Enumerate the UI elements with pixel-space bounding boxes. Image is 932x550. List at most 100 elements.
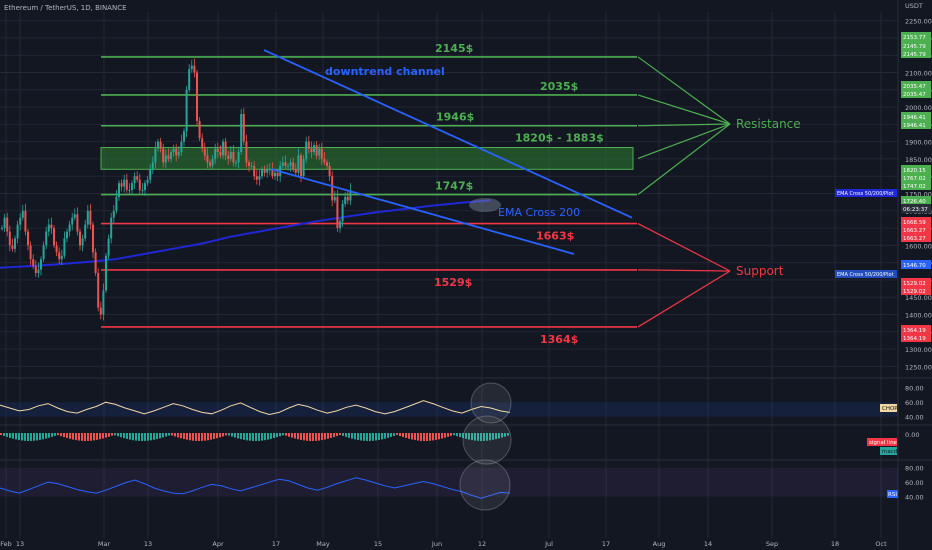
- macd-histogram-bar: [24, 433, 26, 441]
- price-badge-resistance: [901, 49, 931, 58]
- macd-histogram-bar: [117, 433, 119, 437]
- y-tick-label: 1450.00: [905, 294, 932, 302]
- price-badge-support: [901, 333, 931, 342]
- macd-histogram-bar: [480, 433, 482, 441]
- macd-histogram-bar: [0, 433, 2, 435]
- rsi-line: [0, 477, 511, 499]
- candle-body: [66, 231, 68, 239]
- macd-histogram-bar: [174, 433, 176, 437]
- macd-histogram-bar: [198, 433, 200, 441]
- macd-histogram-bar: [381, 433, 383, 440]
- candle-body: [141, 190, 144, 192]
- resistance-label: 2145$: [435, 42, 473, 55]
- macd-histogram-bar: [504, 433, 506, 437]
- macd-histogram-bar: [81, 433, 83, 441]
- candle-body: [16, 224, 19, 239]
- candle-body: [55, 245, 58, 253]
- candle-body: [21, 210, 24, 218]
- candle-body: [281, 162, 284, 166]
- macd-histogram-bar: [282, 433, 284, 436]
- x-tick-label: 18: [831, 540, 839, 548]
- macd-histogram-bar: [258, 433, 260, 441]
- candle-body: [240, 113, 243, 153]
- candle-body: [219, 152, 222, 156]
- candle-body: [300, 155, 302, 177]
- macd-histogram-bar: [384, 433, 386, 439]
- macd-histogram-bar: [240, 433, 242, 440]
- price-badge-support-text: 1663.27: [903, 228, 926, 234]
- candle-body: [154, 148, 157, 163]
- candle-body: [40, 259, 42, 270]
- candle-body: [190, 65, 193, 70]
- resistance-arrow: [637, 123, 731, 127]
- y-tick-label: 1250.00: [905, 363, 932, 371]
- macd-histogram-bar: [306, 433, 308, 441]
- candle-body: [305, 141, 308, 159]
- macd-histogram-bar: [501, 433, 503, 438]
- macd-histogram-bar: [141, 433, 143, 441]
- price-badge-support: [901, 325, 931, 334]
- rsi-tick-label: 80.00: [905, 465, 924, 473]
- macd-histogram-bar: [489, 433, 491, 441]
- macd-histogram-bar: [66, 433, 68, 439]
- macd-tick-label: 0.00: [905, 431, 919, 439]
- price-badge-resistance-text: 1946.41: [903, 123, 926, 129]
- candle-body: [211, 158, 214, 166]
- resistance-label: 1946$: [436, 111, 474, 124]
- candle-body: [253, 165, 256, 177]
- candle-body: [1, 228, 3, 230]
- macd-histogram-bar: [444, 433, 446, 438]
- candle-body: [157, 141, 159, 149]
- candle-body: [128, 190, 131, 192]
- x-tick-label: May: [316, 540, 330, 548]
- macd-histogram-bar: [159, 433, 161, 439]
- macd-histogram-bar: [9, 433, 11, 438]
- price-badge-support: [901, 225, 931, 234]
- chop-tag: [880, 404, 897, 412]
- macd-histogram-bar: [135, 433, 137, 441]
- macd-highlight: [462, 415, 512, 465]
- macd-histogram-bar: [300, 433, 302, 440]
- candle-body: [79, 231, 81, 246]
- resistance-label: 2035$: [540, 80, 578, 93]
- candle-body: [68, 224, 71, 232]
- macd-histogram-bar: [27, 433, 29, 441]
- macd-histogram-bar: [168, 433, 170, 436]
- macd-histogram-bar: [204, 433, 206, 441]
- y-tick-label: 1600.00: [905, 242, 932, 250]
- macd-histogram-bar: [411, 433, 413, 440]
- macd-histogram-bar: [468, 433, 470, 440]
- price-badge-resistance-text: 2035.47: [903, 92, 926, 98]
- macd-histogram-bar: [192, 433, 194, 441]
- macd-histogram-bar: [222, 433, 224, 437]
- macd-histogram-bar: [435, 433, 437, 440]
- macd-histogram-bar: [3, 433, 5, 436]
- x-tick-label: 15: [374, 540, 382, 548]
- candle-body: [50, 224, 53, 229]
- candle-body: [81, 238, 84, 246]
- macd-histogram-bar: [45, 433, 47, 439]
- y-tick-label: 1400.00: [905, 312, 932, 320]
- macd-histogram-bar: [456, 433, 458, 437]
- macd-histogram-bar: [111, 433, 113, 436]
- candle-body: [6, 217, 9, 232]
- candle-body: [115, 196, 118, 211]
- rsi-band: [0, 467, 898, 497]
- candle-body: [47, 224, 50, 232]
- price-badge-resistance: [901, 32, 931, 41]
- price-badge-support-text: 1529.02: [903, 281, 926, 287]
- candle-body: [92, 224, 94, 253]
- macd-histogram-bar: [249, 433, 251, 441]
- candle-body: [242, 113, 245, 142]
- price-badge-resistance: [901, 165, 931, 174]
- price-badge-resistance: [901, 112, 931, 121]
- macd-histogram-bar: [33, 433, 35, 441]
- price-badge-ema: [901, 196, 931, 205]
- price-badge-support-text: 1364.19: [903, 336, 926, 342]
- price-badge-resistance-text: 2145.79: [903, 44, 926, 50]
- candle-body: [302, 158, 305, 177]
- candle-body: [76, 214, 79, 232]
- candle-body: [144, 183, 146, 191]
- candle-body: [131, 183, 133, 191]
